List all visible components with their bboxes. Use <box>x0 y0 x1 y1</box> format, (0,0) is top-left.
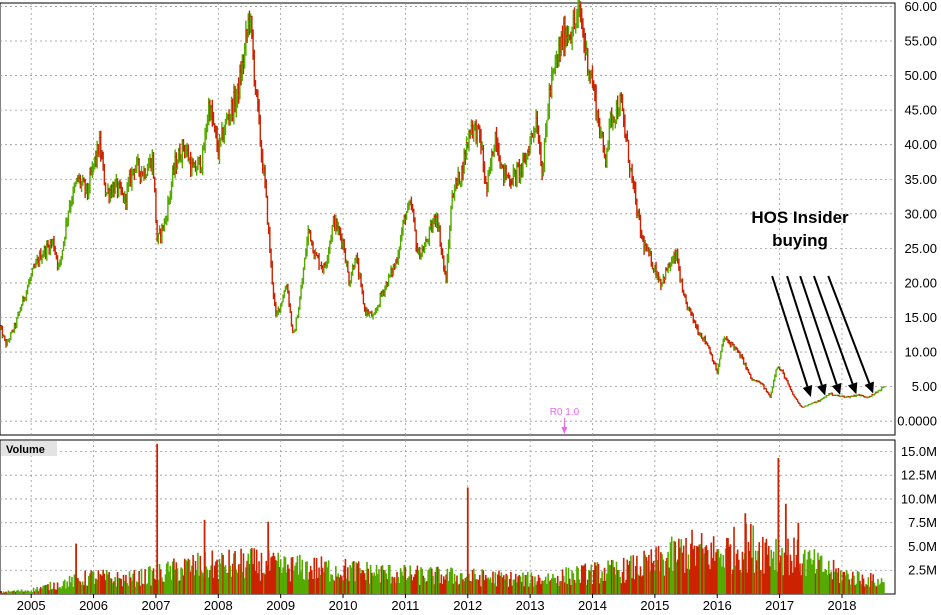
x-tick-label: 2015 <box>640 598 669 613</box>
x-tick-label: 2013 <box>516 598 545 613</box>
volume-bars <box>0 443 885 594</box>
x-tick-label: 2005 <box>17 598 46 613</box>
x-tick-label: 2009 <box>266 598 295 613</box>
insider-arrow-shaft <box>786 275 823 386</box>
insider-arrow-shaft <box>827 275 871 384</box>
x-tick-label: 2014 <box>578 598 607 613</box>
price-tick-label: 60.00 <box>904 0 937 14</box>
price-tick-label: 35.00 <box>904 172 937 187</box>
price-tick-label: 10.00 <box>904 345 937 360</box>
marker-label: R0 1.0 <box>550 407 580 418</box>
x-tick-label: 2008 <box>204 598 233 613</box>
reverse-split-marker: R0 1.0 <box>550 407 580 434</box>
insider-arrow-head <box>864 381 874 394</box>
price-panel: 60.00 55.00 50.00 45.00 40.00 35.00 30.00 25.00… <box>0 0 937 436</box>
x-tick-label: 2010 <box>329 598 358 613</box>
insider-arrows <box>771 275 874 397</box>
insider-arrow-head <box>802 384 813 397</box>
x-tick-label: 2007 <box>141 598 170 613</box>
volume-title: Volume <box>6 444 45 456</box>
x-tick-label: 2011 <box>391 598 419 613</box>
volume-tick-label: 5.0M <box>908 539 937 554</box>
x-tick-label: 2006 <box>79 598 108 613</box>
volume-title-bg <box>1 441 57 456</box>
price-panel-frame <box>0 2 896 436</box>
price-tick-label: 0.0000 <box>897 414 937 429</box>
price-tick-label: 50.00 <box>904 68 937 83</box>
price-bars <box>0 0 886 408</box>
volume-tick-label: 12.5M <box>901 468 937 483</box>
insider-arrow-shaft <box>799 275 838 385</box>
marker-arrowhead <box>561 427 568 434</box>
x-tick-label: 2018 <box>828 598 857 613</box>
insider-arrow-head <box>847 382 858 395</box>
price-tick-label: 40.00 <box>904 137 937 152</box>
price-tick-label: 30.00 <box>904 206 937 221</box>
price-tick-label: 55.00 <box>904 34 937 49</box>
price-grid <box>0 3 895 435</box>
volume-tick-label: 15.0M <box>901 444 937 459</box>
insider-arrow-head <box>817 383 827 396</box>
price-axis-ticks: 60.00 55.00 50.00 45.00 40.00 35.00 30.00 25.00… <box>897 0 937 429</box>
x-tick-label: 2012 <box>453 598 482 613</box>
insider-arrow-shaft <box>771 275 809 387</box>
price-tick-label: 25.00 <box>904 241 937 256</box>
volume-tick-label: 7.5M <box>908 515 937 530</box>
volume-axis-ticks: 15.0M 12.5M 10.0M 7.5M 5.0M 2.5M <box>901 444 937 578</box>
price-tick-label: 45.00 <box>904 103 937 118</box>
annotation-line-2: buying <box>772 231 828 250</box>
price-tick-label: 15.00 <box>904 310 937 325</box>
volume-tick-label: 2.5M <box>908 563 937 578</box>
insider-arrow-shaft <box>812 275 854 385</box>
annotation-line-1: HOS Insider <box>751 208 849 227</box>
x-tick-label: 2017 <box>765 598 794 613</box>
volume-tick-label: 10.0M <box>901 491 937 506</box>
x-tick-label: 2016 <box>703 598 732 613</box>
price-tick-label: 20.00 <box>904 275 937 290</box>
insider-arrow-head <box>831 382 842 395</box>
x-axis-ticks: 2005 2006 2007 2008 2009 2010 2011 2012 2013 2014… <box>17 594 857 613</box>
price-tick-label: 5.00 <box>912 379 937 394</box>
volume-panel: 15.0M 12.5M 10.0M 7.5M 5.0M 2.5M Volume <box>0 439 937 595</box>
